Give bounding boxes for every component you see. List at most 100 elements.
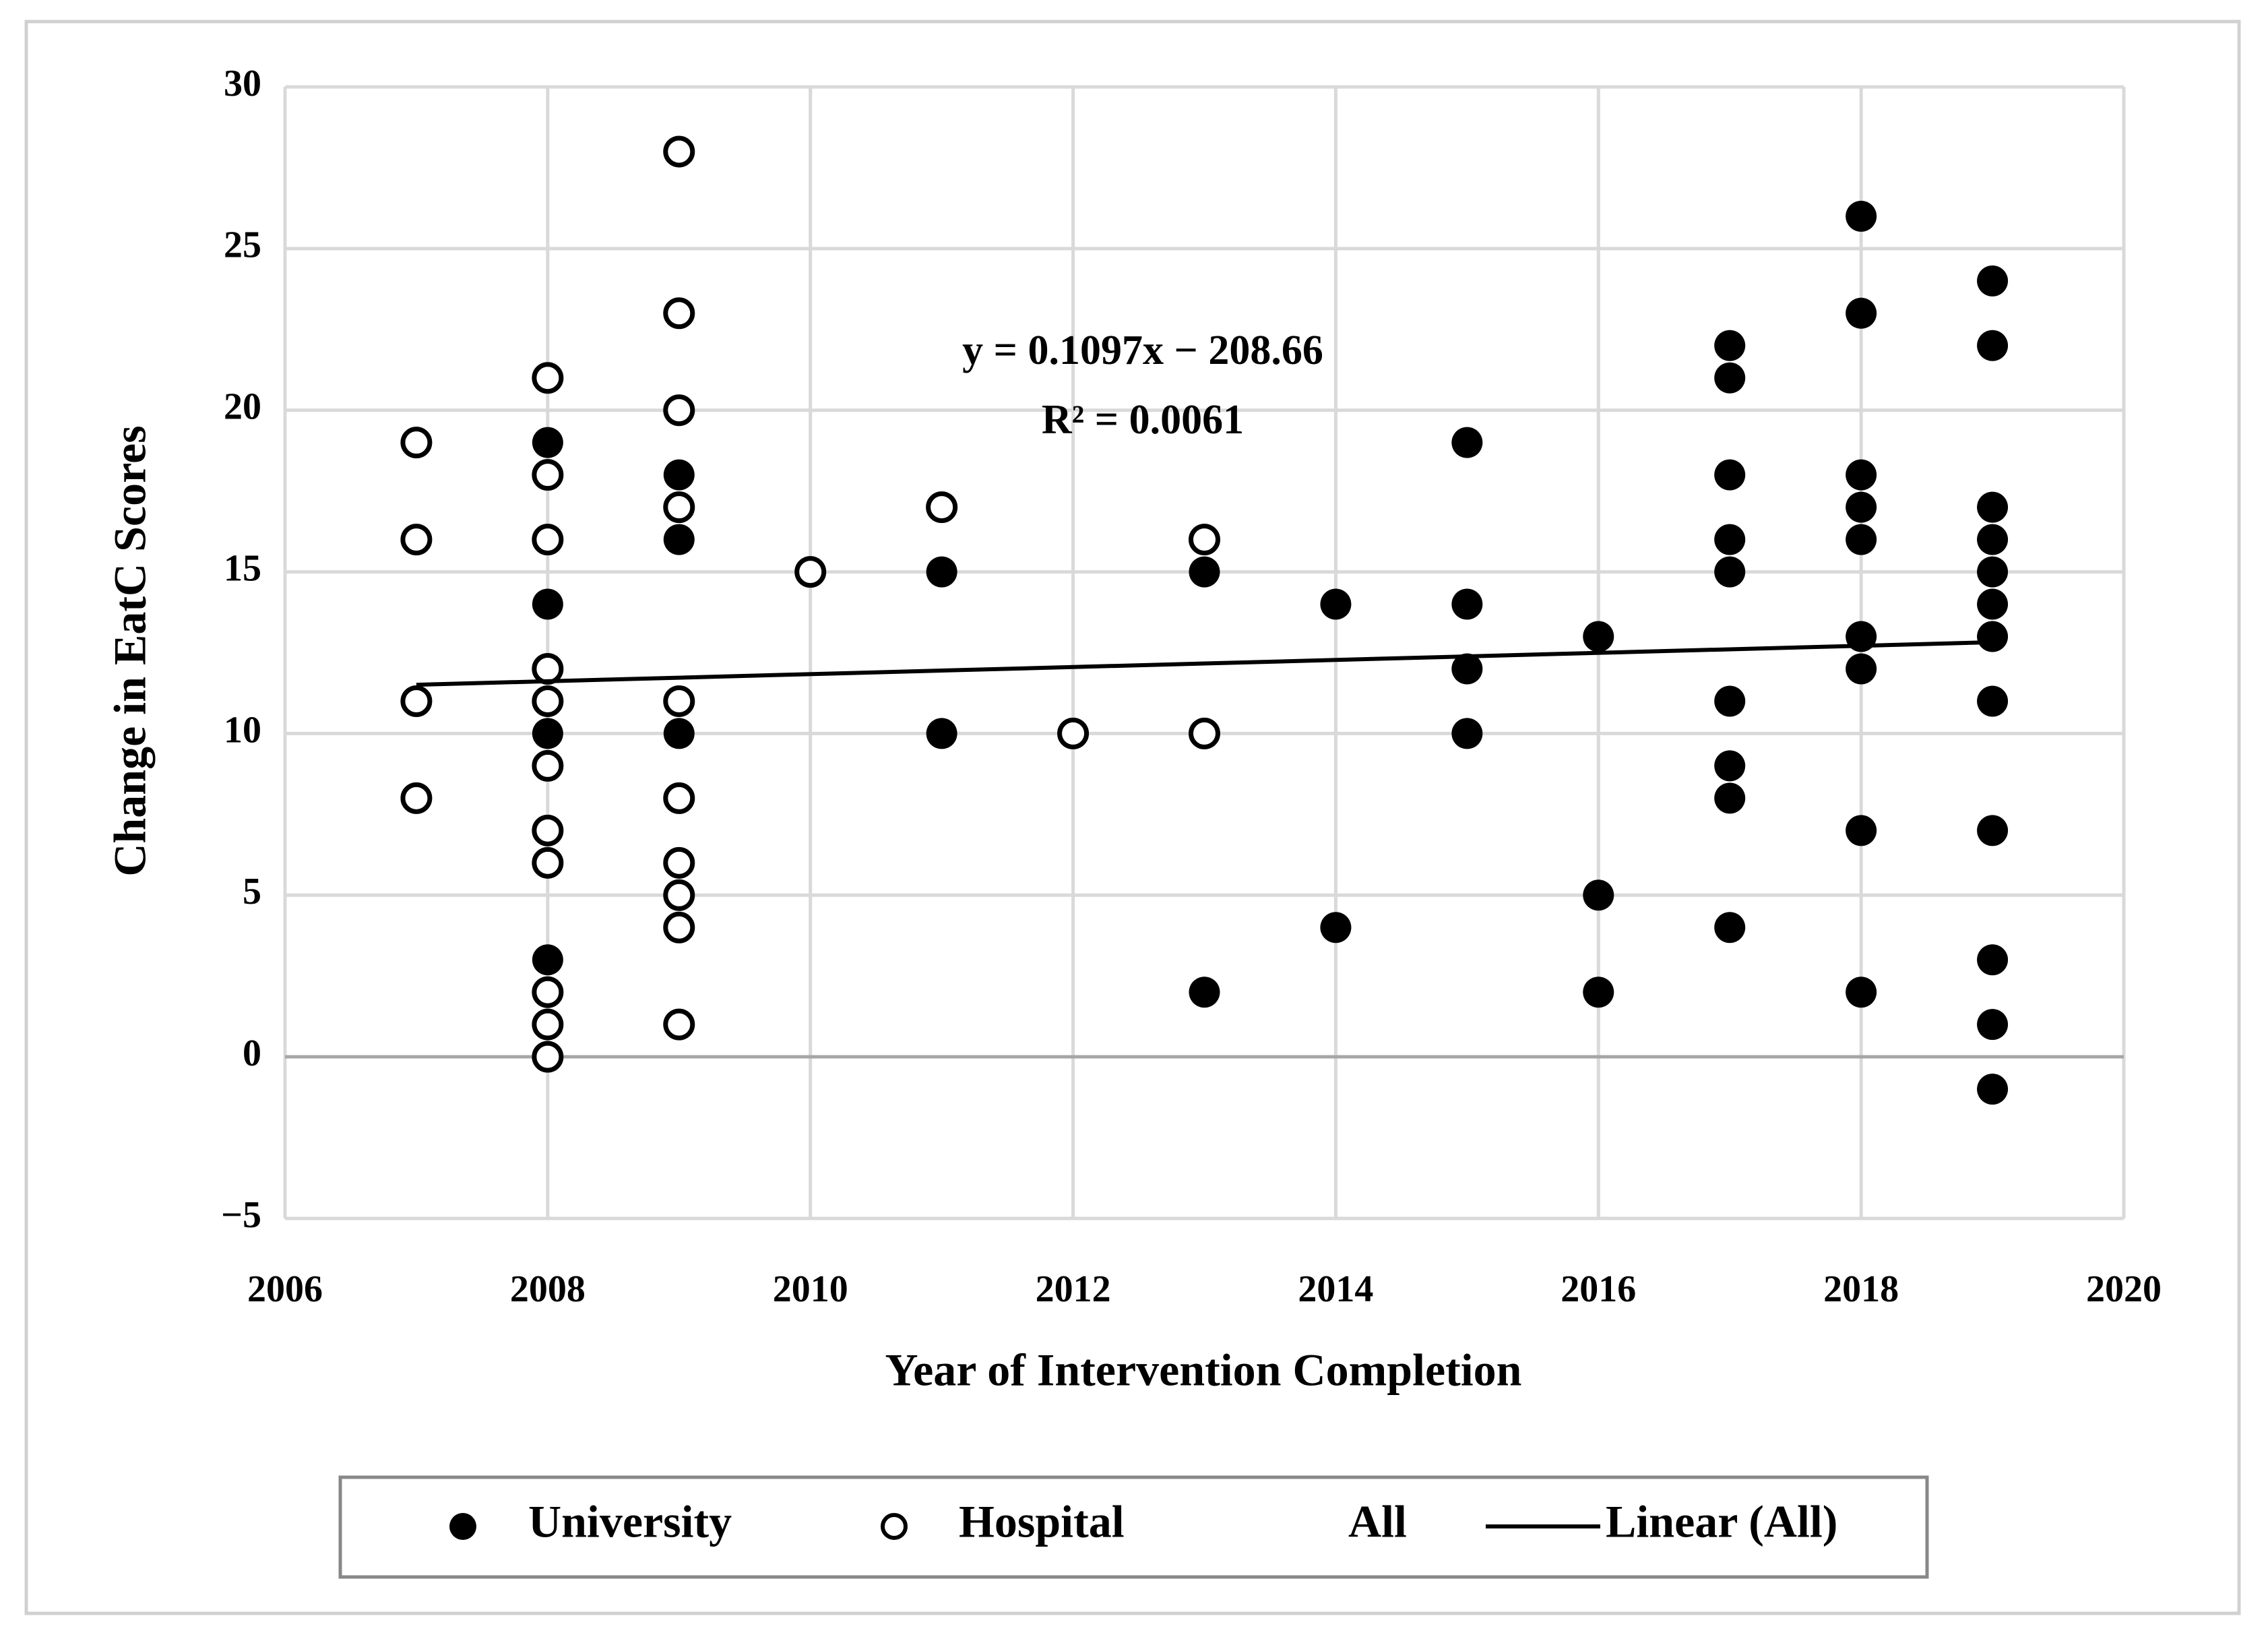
data-point — [926, 491, 958, 524]
data-point — [1846, 977, 1877, 1008]
data-point — [1977, 491, 2009, 523]
data-point — [532, 588, 563, 620]
data-point — [1714, 750, 1746, 782]
data-point — [1320, 912, 1352, 943]
data-point — [532, 652, 564, 685]
data-point — [1189, 977, 1220, 1008]
x-tick-label: 2014 — [1298, 1268, 1373, 1310]
data-point — [400, 427, 433, 459]
data-point — [1977, 944, 2009, 976]
data-point — [1977, 621, 2009, 652]
y-tick-label: 0 — [243, 1032, 261, 1074]
data-point — [1714, 782, 1746, 814]
data-point — [1714, 912, 1746, 943]
data-point — [1189, 556, 1220, 588]
data-point — [1977, 556, 2009, 588]
data-point — [1846, 297, 1877, 329]
trend-r-squared: R² = 0.0061 — [1042, 397, 1244, 443]
x-tick-label: 2016 — [1561, 1268, 1636, 1310]
data-point — [400, 685, 433, 717]
legend-label: University — [528, 1496, 732, 1547]
data-point — [1714, 459, 1746, 491]
data-point — [532, 749, 564, 782]
data-point — [663, 718, 695, 749]
data-point — [532, 944, 563, 976]
data-point — [663, 1008, 695, 1041]
data-point — [1189, 524, 1220, 556]
y-tick-label: 25 — [224, 224, 261, 266]
data-point — [532, 814, 564, 846]
x-tick-label: 2010 — [773, 1268, 848, 1310]
data-point — [532, 1041, 564, 1073]
x-tick-label: 2012 — [1036, 1268, 1111, 1310]
x-tick-label: 2008 — [510, 1268, 586, 1310]
trend-line — [416, 640, 1993, 687]
data-point — [1320, 588, 1352, 620]
data-point — [1846, 815, 1877, 846]
chart-border — [24, 20, 2241, 1615]
data-point — [663, 491, 695, 524]
data-point — [663, 782, 695, 814]
data-point — [1846, 491, 1877, 523]
data-point — [663, 911, 695, 943]
data-point — [663, 879, 695, 911]
legend-label: Linear (All) — [1606, 1496, 1837, 1547]
data-point — [1977, 588, 2009, 620]
data-point — [1451, 588, 1483, 620]
data-point — [1714, 556, 1746, 588]
data-point — [1451, 653, 1483, 685]
data-point — [794, 556, 827, 588]
data-point — [1977, 330, 2009, 361]
data-point — [532, 1008, 564, 1041]
legend-marker — [881, 1513, 908, 1540]
y-tick-label: −5 — [221, 1194, 261, 1236]
data-point — [1977, 685, 2009, 717]
data-point — [1583, 879, 1614, 911]
data-point — [1846, 524, 1877, 555]
data-point — [532, 718, 563, 749]
plot — [400, 135, 2009, 1105]
data-point — [1977, 265, 2009, 297]
y-tick-label: 20 — [224, 386, 261, 428]
data-point — [1714, 362, 1746, 394]
data-point — [1451, 427, 1483, 458]
data-point — [663, 135, 695, 168]
y-tick-label: 5 — [243, 871, 261, 912]
data-point — [1189, 717, 1220, 749]
data-point — [663, 459, 695, 491]
data-point — [663, 297, 695, 330]
data-point — [663, 524, 695, 555]
data-point — [1846, 459, 1877, 491]
data-point — [532, 362, 564, 394]
data-point — [1714, 685, 1746, 717]
data-point — [532, 685, 564, 717]
data-point — [1714, 524, 1746, 555]
data-point — [663, 846, 695, 879]
trend-equation: y = 0.1097x − 208.66 — [962, 328, 1323, 373]
data-point — [1714, 330, 1746, 361]
legend-label: Hospital — [959, 1496, 1125, 1547]
legend-box — [338, 1475, 1929, 1579]
data-point — [1977, 524, 2009, 555]
data-point — [1583, 621, 1614, 652]
data-point — [663, 685, 695, 717]
x-tick-label: 2020 — [2086, 1268, 2162, 1310]
data-point — [1977, 1074, 2009, 1105]
data-point — [400, 524, 433, 556]
data-point — [926, 718, 957, 749]
data-point — [926, 556, 957, 588]
y-axis-title: Change in EatC Scores — [104, 425, 156, 876]
data-point — [663, 394, 695, 427]
data-point — [532, 459, 564, 491]
data-point — [1846, 653, 1877, 685]
x-axis-title: Year of Intervention Completion — [885, 1344, 1522, 1396]
data-point — [1057, 717, 1090, 749]
data-point — [1977, 1009, 2009, 1041]
legend-marker — [449, 1513, 476, 1540]
data-point — [1451, 718, 1483, 749]
legend-label: All — [1348, 1496, 1407, 1547]
legend: University Hospital All Linear (All) — [449, 1496, 1837, 1547]
x-tick-label: 2006 — [247, 1268, 323, 1310]
